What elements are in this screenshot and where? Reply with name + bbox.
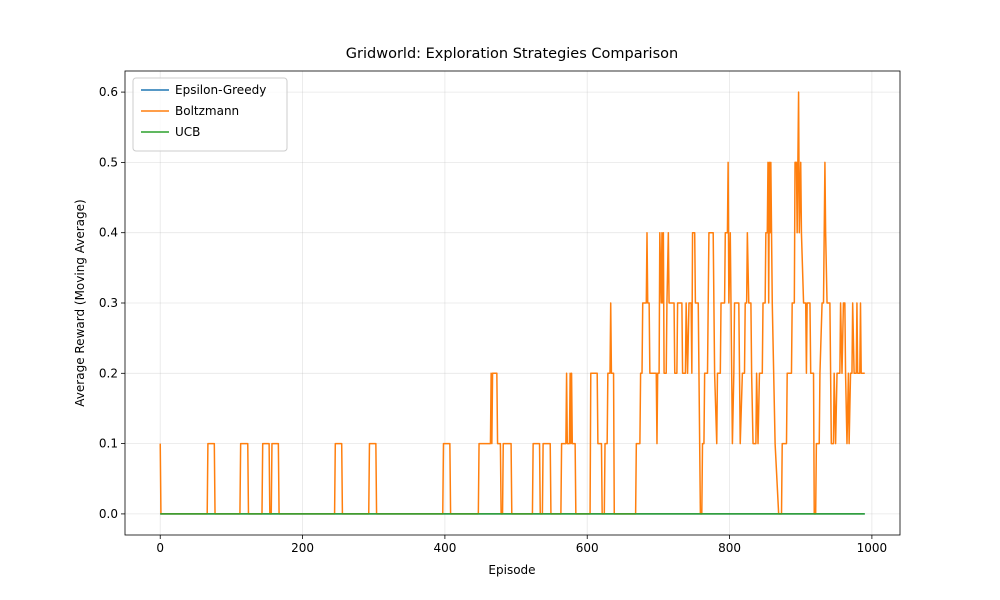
y-axis-label: Average Reward (Moving Average) xyxy=(73,199,87,406)
y-tick-label: 0.5 xyxy=(99,155,118,169)
y-tick-label: 0.0 xyxy=(99,507,118,521)
legend-label: Epsilon-Greedy xyxy=(175,83,266,97)
x-tick-label: 800 xyxy=(718,541,741,555)
legend: Epsilon-Greedy Boltzmann UCB xyxy=(132,77,288,152)
x-tick-label: 200 xyxy=(291,541,314,555)
y-tick-label: 0.6 xyxy=(99,85,118,99)
x-tick-label: 400 xyxy=(433,541,456,555)
y-tick-label: 0.2 xyxy=(99,366,118,380)
x-tick-label: 600 xyxy=(576,541,599,555)
y-tick-label: 0.1 xyxy=(99,437,118,451)
legend-label: UCB xyxy=(175,125,200,139)
y-tick-label: 0.3 xyxy=(99,296,118,310)
legend-box xyxy=(132,77,288,152)
x-tick-label: 0 xyxy=(156,541,164,555)
y-tick-label: 0.4 xyxy=(99,226,118,240)
legend-label: Boltzmann xyxy=(175,104,239,118)
x-axis-label: Episode xyxy=(488,563,535,577)
chart-title: Gridworld: Exploration Strategies Compar… xyxy=(346,46,678,62)
x-tick-label: 1000 xyxy=(857,541,888,555)
plot-frame xyxy=(124,70,901,536)
